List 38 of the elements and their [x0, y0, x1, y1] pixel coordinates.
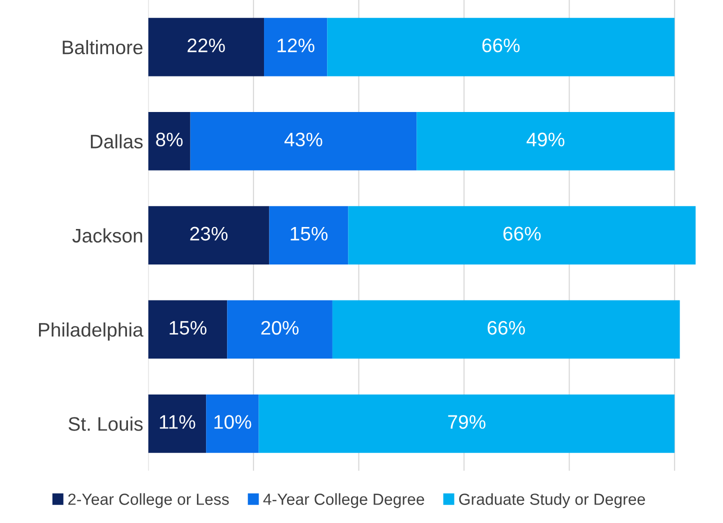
- bar: [327, 18, 675, 76]
- data-label: 43%: [284, 132, 322, 146]
- data-label: 20%: [261, 320, 299, 335]
- y-tick-label: Jackson: [72, 228, 142, 243]
- bar: [264, 18, 328, 76]
- bar: [258, 394, 675, 453]
- data-label: 12%: [278, 38, 314, 52]
- data-label: 22%: [188, 38, 225, 52]
- data-label: 66%: [503, 226, 541, 241]
- data-label: 15%: [170, 321, 206, 335]
- bar: [148, 112, 190, 170]
- data-label: 10%: [214, 415, 252, 429]
- legend-label: Graduate Study or Degree: [459, 493, 645, 508]
- bar: [206, 394, 259, 453]
- bar: [148, 206, 270, 265]
- bar: [148, 300, 228, 359]
- data-label: 66%: [488, 320, 525, 335]
- y-tick-label: St. Louis: [68, 416, 143, 431]
- bar: [348, 206, 696, 265]
- legend-label: 2-Year College or Less: [68, 493, 229, 508]
- y-tick-label: Dallas: [90, 134, 143, 148]
- bar: [148, 394, 206, 453]
- data-label: 79%: [448, 415, 486, 429]
- bar: [269, 206, 348, 265]
- bar: [148, 18, 264, 76]
- bar: [190, 112, 417, 170]
- bar: [227, 300, 332, 359]
- data-label: 8%: [156, 132, 183, 146]
- data-label: 23%: [190, 226, 228, 241]
- bar: [332, 300, 680, 359]
- bar: [416, 112, 675, 170]
- y-tick-label: Philadelphia: [39, 322, 144, 341]
- data-label: 66%: [482, 38, 520, 52]
- data-label: 15%: [290, 226, 328, 241]
- data-label: 49%: [526, 132, 564, 146]
- data-label: 11%: [160, 415, 196, 429]
- y-tick-label: Baltimore: [62, 40, 142, 54]
- legend-label: 4-Year College Degree: [263, 493, 424, 508]
